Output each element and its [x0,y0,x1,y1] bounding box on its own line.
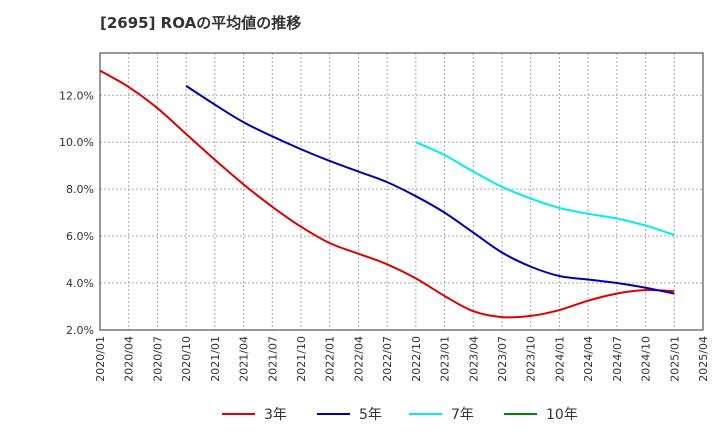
x-tick-label: 2021/01 [209,336,222,382]
series-line-0 [99,69,675,319]
x-tick-label: 2020/07 [151,336,164,382]
x-tick-label: 2020/10 [180,336,193,382]
x-tick-label: 2021/10 [295,336,308,382]
x-tick-label: 2024/07 [611,336,624,382]
legend-label: 10年 [546,407,578,423]
x-tick-label: 2021/07 [266,336,279,382]
legend-label: 7年 [451,407,474,423]
x-tick-label: 2022/07 [381,336,394,382]
y-tick-label: 10.0% [59,136,94,149]
x-tick-label: 2022/10 [410,336,423,382]
y-tick-label: 8.0% [66,183,94,196]
x-tick-label: 2025/04 [697,336,710,382]
y-tick-label: 6.0% [66,230,94,243]
x-tick-label: 2023/07 [496,336,509,382]
series-lines [99,69,675,319]
x-tick-label: 2021/04 [238,336,251,382]
y-axis: 2.0% 4.0% 6.0% 8.0% 10.0% 12.0% [59,89,94,337]
x-tick-label: 2024/10 [640,336,653,382]
plot-area [99,52,704,331]
x-tick-label: 2024/04 [582,336,595,382]
series-line-1 [185,85,675,295]
x-tick-label: 2024/01 [553,336,566,382]
x-tick-label: 2022/01 [324,336,337,382]
x-tick-label: 2023/01 [439,336,452,382]
legend-label: 5年 [359,407,382,423]
x-tick-label: 2020/04 [123,336,136,382]
grid [100,53,703,330]
x-tick-label: 2020/01 [94,336,107,382]
series-line-2 [415,141,675,236]
chart-title: [2695] ROAの平均値の推移 [100,14,302,32]
x-tick-label: 2022/04 [352,336,365,382]
x-tick-label: 2025/01 [668,336,681,382]
y-tick-label: 2.0% [66,324,94,337]
y-tick-label: 12.0% [59,89,94,102]
legend: 3年 5年 7年 10年 [222,407,578,423]
x-tick-label: 2023/04 [467,336,480,382]
x-axis: 2020/01 2020/04 2020/07 2020/10 2021/01 2021/… [94,336,710,382]
legend-label: 3年 [264,407,287,423]
x-tick-label: 2023/10 [525,336,538,382]
y-tick-label: 4.0% [66,277,94,290]
